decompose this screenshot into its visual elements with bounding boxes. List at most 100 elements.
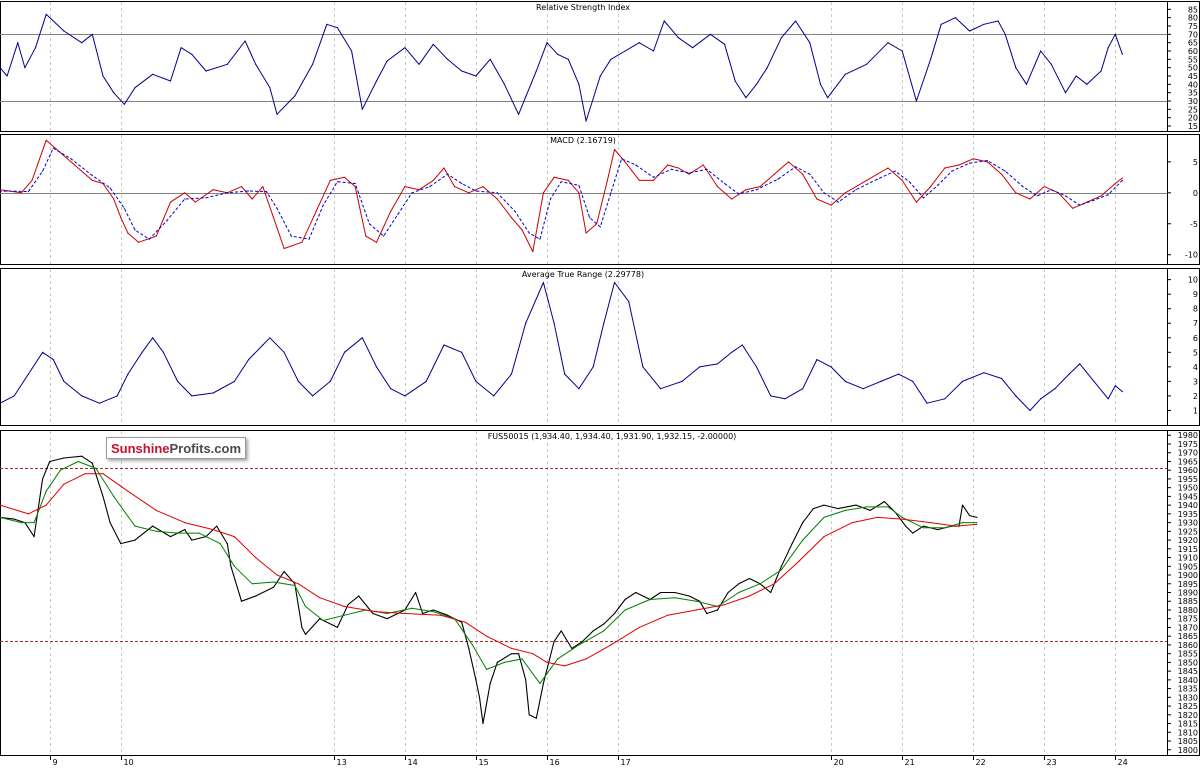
- data-point: [45, 504, 47, 506]
- data-point: [322, 204, 324, 206]
- x-tick-label: 17: [621, 758, 631, 767]
- data-point: [578, 83, 580, 85]
- data-point: [613, 612, 616, 615]
- y-tick-label: 1875: [1178, 615, 1198, 624]
- data-point: [802, 522, 804, 524]
- logo-part-sunshine: Sunshine: [111, 440, 170, 456]
- data-point: [972, 158, 974, 160]
- data-point: [212, 529, 214, 531]
- data-point: [787, 161, 790, 163]
- x-tick-label: 10: [124, 758, 134, 767]
- data-point: [915, 201, 918, 203]
- data-point: [33, 522, 35, 524]
- data-point: [564, 665, 566, 667]
- data-point: [518, 113, 520, 115]
- data-point: [20, 192, 22, 194]
- data-point: [983, 23, 985, 25]
- data-point: [74, 164, 76, 166]
- data-point: [52, 147, 54, 149]
- data-point: [27, 373, 29, 375]
- data-point: [638, 42, 640, 44]
- data-point: [1015, 395, 1017, 397]
- data-point: [1043, 186, 1045, 188]
- y-tick-label: 1965: [1178, 457, 1198, 466]
- data-point: [81, 455, 83, 457]
- data-point: [549, 198, 552, 200]
- data-point: [539, 238, 541, 240]
- data-point: [1093, 199, 1095, 201]
- data-point: [603, 630, 605, 632]
- data-point: [386, 618, 388, 620]
- data-point: [464, 621, 466, 623]
- data-point: [1100, 70, 1102, 72]
- data-point: [63, 380, 65, 382]
- x-tick-label: 24: [1118, 758, 1128, 767]
- data-point: [628, 300, 630, 302]
- data-point: [27, 191, 29, 193]
- data-point: [134, 229, 136, 231]
- data-point: [866, 63, 868, 65]
- data-point: [983, 372, 985, 374]
- panel-title: MACD (2.16719): [550, 136, 616, 145]
- data-point: [585, 658, 587, 660]
- data-point: [63, 483, 65, 485]
- data-point: [248, 190, 250, 192]
- data-point: [205, 70, 207, 72]
- data-point: [578, 184, 580, 186]
- data-point: [226, 192, 228, 194]
- data-point: [510, 373, 513, 375]
- data-point: [152, 337, 154, 339]
- data-point: [184, 192, 186, 194]
- data-point: [759, 186, 761, 188]
- data-point: [525, 679, 527, 681]
- data-point: [827, 97, 829, 99]
- data-point: [411, 607, 413, 609]
- data-point: [304, 633, 307, 636]
- data-point: [937, 529, 939, 531]
- data-point: [294, 584, 296, 587]
- data-point: [91, 179, 93, 181]
- y-tick-label: 9: [1193, 290, 1198, 299]
- data-point: [386, 60, 388, 62]
- data-point: [1036, 195, 1038, 197]
- data-point: [880, 380, 882, 382]
- data-point: [610, 644, 612, 646]
- data-point: [475, 190, 477, 192]
- data-point: [823, 536, 825, 538]
- data-point: [17, 42, 19, 44]
- data-point: [887, 42, 889, 44]
- data-point: [31, 179, 33, 181]
- data-point: [532, 251, 534, 253]
- data-point: [0, 504, 1, 506]
- data-point: [102, 75, 104, 77]
- y-tick-label: 6: [1193, 334, 1198, 343]
- y-tick-label: 1855: [1178, 650, 1198, 659]
- y-tick-label: 40: [1188, 80, 1198, 89]
- data-point: [418, 63, 420, 65]
- y-tick-label: 60: [1188, 47, 1198, 56]
- data-point: [638, 626, 640, 629]
- data-point: [706, 168, 708, 170]
- data-point: [869, 509, 871, 511]
- data-point: [1100, 195, 1102, 197]
- data-point: [1050, 63, 1052, 65]
- data-point: [532, 653, 534, 655]
- data-point: [1001, 377, 1003, 380]
- y-tick-label: 1910: [1178, 554, 1198, 563]
- data-point: [816, 359, 818, 361]
- data-point: [113, 495, 115, 497]
- y-tick-label: 1915: [1178, 545, 1198, 554]
- series-line-price: [0, 455, 977, 725]
- data-point: [127, 490, 129, 492]
- data-point: [372, 612, 374, 615]
- data-point: [0, 189, 1, 191]
- data-point: [283, 247, 285, 250]
- data-point: [738, 591, 740, 594]
- y-tick-label: 7: [1193, 319, 1198, 328]
- data-point: [702, 164, 704, 166]
- data-point: [446, 614, 449, 616]
- data-point: [1121, 391, 1123, 393]
- data-point: [262, 344, 264, 346]
- data-point: [876, 178, 878, 180]
